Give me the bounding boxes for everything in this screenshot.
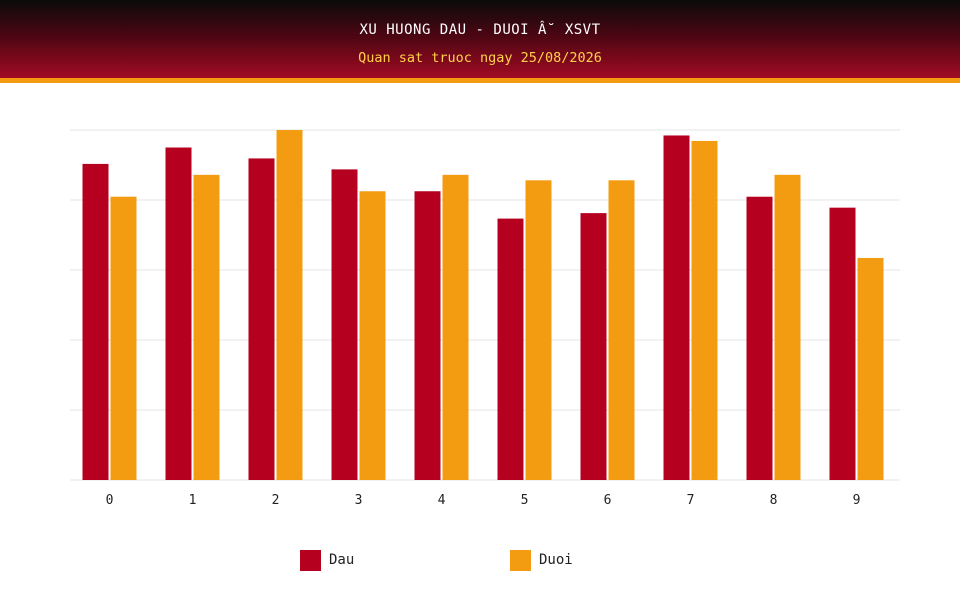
chart-subtitle: Quan sat truoc ngay 25/08/2026: [358, 50, 602, 66]
x-tick-label-9: 9: [853, 493, 861, 508]
legend-swatch-dau: [300, 549, 321, 571]
legend: Dau Duoi: [0, 549, 960, 573]
bar-duoi-6[interactable]: [608, 180, 635, 480]
legend-label-duoi: Duoi: [539, 552, 573, 568]
bar-duoi-5[interactable]: [525, 180, 552, 480]
bar-duoi-7[interactable]: [691, 140, 718, 480]
bar-duoi-8[interactable]: [774, 174, 801, 480]
bar-dau-4[interactable]: [414, 191, 441, 480]
bar-duoi-1[interactable]: [193, 174, 220, 480]
bar-dau-2[interactable]: [248, 158, 275, 480]
bar-dau-8[interactable]: [746, 196, 773, 480]
bar-duoi-9[interactable]: [857, 257, 884, 480]
legend-item-duoi[interactable]: Duoi: [510, 549, 573, 571]
bar-dau-6[interactable]: [580, 213, 607, 480]
bar-dau-7[interactable]: [663, 135, 690, 480]
x-tick-label-6: 6: [604, 493, 612, 508]
x-tick-label-8: 8: [770, 493, 778, 508]
x-tick-label-3: 3: [355, 493, 363, 508]
legend-swatch-duoi: [510, 549, 531, 571]
x-tick-label-5: 5: [521, 493, 529, 508]
x-tick-label-0: 0: [106, 493, 114, 508]
x-tick-label-7: 7: [687, 493, 695, 508]
bar-dau-1[interactable]: [165, 147, 192, 481]
bars: [82, 130, 884, 481]
bar-duoi-0[interactable]: [110, 196, 137, 480]
legend-item-dau[interactable]: Dau: [300, 549, 354, 571]
bar-dau-0[interactable]: [82, 163, 109, 480]
bar-dau-9[interactable]: [829, 207, 856, 480]
chart-header: XU HUONG DAU - DUOI Â˘ XSVT Quan sat tru…: [0, 0, 960, 83]
bar-duoi-3[interactable]: [359, 191, 386, 480]
bar-dau-5[interactable]: [497, 218, 524, 480]
bar-duoi-2[interactable]: [276, 130, 303, 480]
chart-title: XU HUONG DAU - DUOI Â˘ XSVT: [359, 22, 601, 38]
bar-duoi-4[interactable]: [442, 174, 469, 480]
bar-dau-3[interactable]: [331, 169, 358, 480]
bar-chart: 0 1 2 3 4 5 6 7 8 9: [70, 129, 900, 508]
x-tick-label-4: 4: [438, 493, 446, 508]
x-tick-label-2: 2: [272, 493, 280, 508]
x-tick-labels: 0 1 2 3 4 5 6 7 8 9: [106, 493, 861, 508]
x-tick-label-1: 1: [189, 493, 197, 508]
legend-label-dau: Dau: [329, 552, 355, 568]
